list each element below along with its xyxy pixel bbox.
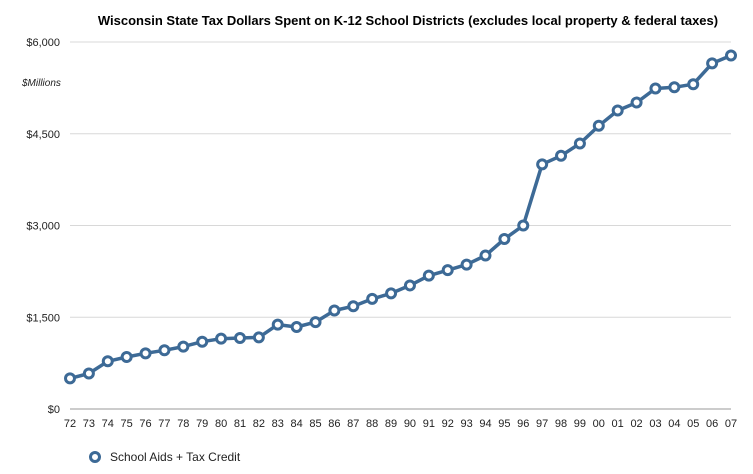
data-point (403, 279, 416, 292)
legend-marker (89, 451, 101, 463)
data-point (725, 49, 737, 62)
x-tick-label: 07 (725, 418, 737, 430)
x-tick-label: 99 (574, 418, 586, 430)
y-tick-label: $1,500 (26, 312, 60, 324)
data-point (498, 232, 511, 245)
legend-label: School Aids + Tax Credit (110, 450, 241, 464)
data-point (611, 104, 624, 117)
x-tick-label: 90 (404, 418, 416, 430)
x-tick-label: 96 (517, 418, 529, 430)
x-tick-label: 86 (328, 418, 340, 430)
data-point (233, 332, 246, 345)
data-point (687, 78, 700, 91)
data-point (177, 340, 190, 353)
grid-lines (70, 41, 731, 410)
y-tick-label: $6,000 (26, 37, 60, 49)
data-point (668, 81, 681, 94)
data-point (309, 316, 322, 329)
x-tick-label: 97 (536, 418, 548, 430)
chart-title: Wisconsin State Tax Dollars Spent on K-1… (98, 13, 718, 28)
data-point (536, 158, 549, 171)
x-tick-label: 72 (64, 418, 76, 430)
data-point (460, 258, 473, 271)
data-point (649, 82, 662, 95)
x-tick-label: 88 (366, 418, 378, 430)
x-tick-label: 85 (309, 418, 321, 430)
x-tick-label: 00 (593, 418, 605, 430)
data-point (592, 119, 605, 132)
x-tick-label: 04 (668, 418, 680, 430)
y-tick-label: $4,500 (26, 129, 60, 141)
data-point (120, 351, 133, 364)
data-point (64, 372, 76, 385)
x-tick-label: 91 (423, 418, 435, 430)
data-point (573, 137, 586, 150)
x-tick-label: 84 (291, 418, 303, 430)
data-point (101, 355, 114, 368)
x-tick-label: 89 (385, 418, 397, 430)
data-point (82, 367, 95, 380)
x-tick-label: 95 (498, 418, 510, 430)
x-tick-label: 80 (215, 418, 227, 430)
data-point (328, 304, 341, 317)
x-tick-label: 73 (83, 418, 95, 430)
x-tick-label: 87 (347, 418, 359, 430)
data-point (252, 331, 265, 344)
data-point (385, 287, 398, 300)
x-tick-label: 78 (177, 418, 189, 430)
data-point (422, 269, 435, 282)
x-tick-label: 92 (442, 418, 454, 430)
data-point (366, 292, 379, 305)
x-tick-label: 83 (272, 418, 284, 430)
y-axis-ticks: $0 $1,500 $3,000 $4,500 $6,000 (26, 37, 60, 416)
x-tick-label: 06 (706, 418, 718, 430)
data-point (517, 219, 530, 232)
x-tick-label: 77 (158, 418, 170, 430)
x-tick-label: 76 (139, 418, 151, 430)
data-point (139, 347, 152, 360)
data-point (290, 321, 303, 334)
data-point (271, 318, 284, 331)
data-point (441, 264, 454, 277)
y-tick-label: $3,000 (26, 221, 60, 233)
x-tick-label: 02 (630, 418, 642, 430)
data-point (158, 344, 171, 357)
data-point (196, 335, 209, 348)
x-tick-label: 74 (102, 418, 114, 430)
legend: School Aids + Tax Credit (89, 450, 241, 464)
x-tick-label: 03 (649, 418, 661, 430)
x-tick-label: 82 (253, 418, 265, 430)
x-tick-label: 01 (612, 418, 624, 430)
x-tick-label: 98 (555, 418, 567, 430)
x-tick-label: 94 (479, 418, 491, 430)
data-point (630, 96, 643, 109)
x-tick-label: 79 (196, 418, 208, 430)
data-point (347, 300, 360, 313)
data-point (215, 332, 228, 345)
data-point (479, 249, 492, 262)
x-axis-ticks: 72 73 74 75 76 77 78 79 80 81 82 83 84 85 86 87 88 89 90 91… (64, 418, 737, 430)
y-axis-label: $Millions (21, 78, 61, 89)
series-group (64, 49, 737, 385)
x-tick-label: 81 (234, 418, 246, 430)
y-tick-label: $0 (48, 404, 60, 416)
data-point (555, 149, 568, 162)
x-tick-label: 75 (121, 418, 133, 430)
x-tick-label: 05 (687, 418, 699, 430)
data-point (706, 57, 719, 70)
x-tick-label: 93 (460, 418, 472, 430)
